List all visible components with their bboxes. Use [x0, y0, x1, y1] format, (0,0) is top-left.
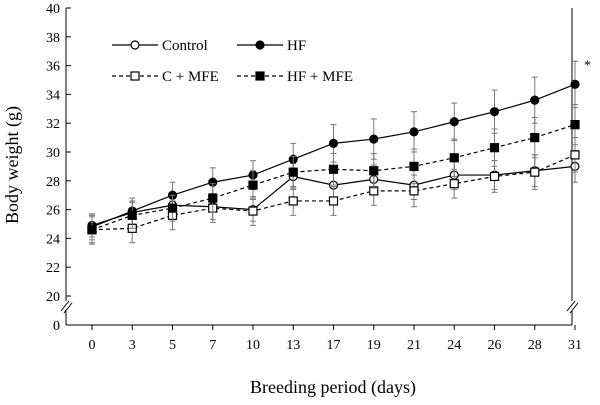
data-point — [449, 153, 459, 163]
legend-label: C + MFE — [162, 69, 219, 85]
legend-marker — [130, 40, 140, 50]
y-tick-label: 26 — [46, 204, 60, 219]
data-point — [208, 193, 218, 203]
series-hf-mfe — [87, 103, 580, 244]
axes: 0 20 22 24 26 28 30 32 34 36 38 40 0 3 5 7 10 13 17 19 21 24 2… — [46, 2, 582, 353]
x-tick-label: 0 — [89, 338, 96, 353]
data-point — [570, 79, 580, 89]
data-point — [409, 186, 419, 196]
y-tick-label: 22 — [46, 261, 60, 276]
y-tick-label: 32 — [46, 117, 60, 132]
x-tick-label: 26 — [488, 338, 502, 353]
data-point — [530, 95, 540, 105]
data-point — [449, 179, 459, 189]
data-point — [328, 164, 339, 174]
data-point — [369, 134, 379, 144]
x-tick-label: 17 — [327, 338, 341, 353]
legend-entry-c-mfe: C + MFE — [112, 69, 219, 85]
x-axis-title: Breeding period (days) — [250, 377, 416, 398]
data-point — [489, 171, 500, 182]
data-point — [409, 161, 419, 171]
data-point — [489, 107, 500, 117]
x-tick-label: 10 — [246, 338, 260, 353]
legend: Control HF C + MFE HF + MFE — [112, 38, 353, 85]
right-axis-break-gap — [567, 301, 577, 311]
y-tick-label: 34 — [46, 88, 60, 103]
legend-marker — [255, 40, 265, 50]
y-tick-label: 24 — [46, 232, 60, 247]
y-tick-label: 38 — [46, 31, 60, 46]
x-tick-label: 5 — [169, 338, 176, 353]
series-layer: * — [87, 58, 591, 245]
legend-label: HF — [287, 38, 306, 54]
data-point — [530, 133, 540, 143]
legend-entry-hf: HF — [237, 38, 306, 54]
data-point — [489, 143, 500, 153]
y-tick-label: 0 — [53, 319, 60, 334]
legend-marker — [130, 71, 140, 81]
data-point — [570, 150, 580, 160]
right-axis-break — [566, 300, 579, 314]
y-tick-label: 30 — [46, 146, 60, 161]
x-tick-label: 24 — [447, 338, 461, 353]
data-point — [328, 196, 339, 206]
y-axis-title: Body weight (g) — [2, 106, 23, 224]
y-axis-break — [60, 300, 73, 314]
data-point — [127, 210, 137, 220]
data-point — [288, 167, 298, 177]
data-point — [87, 225, 97, 235]
legend-label: HF + MFE — [287, 69, 353, 85]
legend-label: Control — [162, 38, 208, 54]
significance-asterisk: * — [584, 58, 591, 73]
data-point — [328, 138, 339, 148]
data-point — [409, 127, 419, 137]
y-axis-break-gap — [61, 301, 71, 311]
y-tick-label: 40 — [46, 2, 60, 17]
y-tick-label: 20 — [46, 290, 60, 305]
data-point — [449, 117, 459, 127]
x-tick-label: 19 — [367, 338, 381, 353]
x-tick-label: 21 — [407, 338, 421, 353]
x-tick-label: 7 — [209, 338, 216, 353]
data-point — [248, 180, 258, 190]
data-point — [288, 196, 298, 206]
data-point — [167, 203, 178, 213]
data-point — [369, 166, 379, 176]
y-tick-label: 36 — [46, 60, 60, 75]
x-tick-label: 3 — [129, 338, 136, 353]
data-point — [248, 206, 258, 216]
x-tick-label: 28 — [528, 338, 542, 353]
legend-entry-hf-mfe: HF + MFE — [237, 69, 353, 85]
x-tick-label: 13 — [286, 338, 300, 353]
data-point — [570, 120, 580, 130]
x-tick-label: 31 — [568, 338, 582, 353]
legend-marker — [255, 71, 265, 81]
data-point — [530, 167, 540, 177]
legend-entry-control: Control — [112, 38, 208, 54]
y-tick-label: 28 — [46, 175, 60, 190]
